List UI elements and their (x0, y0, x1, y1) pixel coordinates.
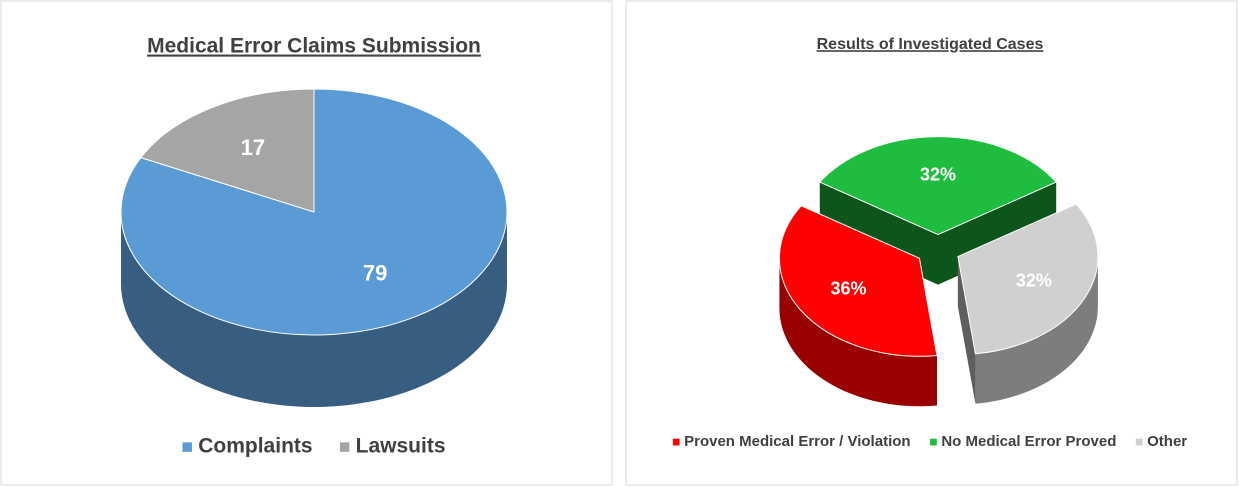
legend-label: No Medical Error Proved (941, 433, 1116, 450)
chart: Medical Error Claims Submission 79 17 Compl… (120, 35, 508, 458)
slice-side (779, 258, 937, 407)
chart-title: Results of Investigated Cases (817, 36, 1044, 53)
legend-marker (1135, 438, 1143, 446)
legend-label: Other (1147, 433, 1187, 450)
data-label: 17 (241, 135, 265, 160)
data-label: 36% (830, 279, 866, 299)
chart-title: Medical Error Claims Submission (147, 35, 481, 58)
chart: Results of Investigated Cases 36% 32% 32% Pr… (672, 36, 1187, 450)
legend-label: Lawsuits (356, 435, 446, 458)
data-label: 79 (363, 260, 387, 285)
slice-side (975, 256, 1098, 404)
legend-marker (182, 442, 192, 452)
data-label: 32% (920, 165, 956, 185)
legend-marker (339, 442, 350, 452)
legend-label: Proven Medical Error / Violation (684, 433, 910, 450)
legend-label: Complaints (198, 435, 312, 458)
slice (140, 88, 315, 213)
slice (957, 203, 1099, 355)
slice-side (121, 212, 507, 407)
legend-marker (930, 438, 937, 446)
legend-marker (672, 438, 680, 446)
data-label: 32% (1016, 270, 1052, 290)
slice (818, 136, 1058, 236)
slice (778, 205, 938, 357)
slice-wall (957, 256, 976, 404)
